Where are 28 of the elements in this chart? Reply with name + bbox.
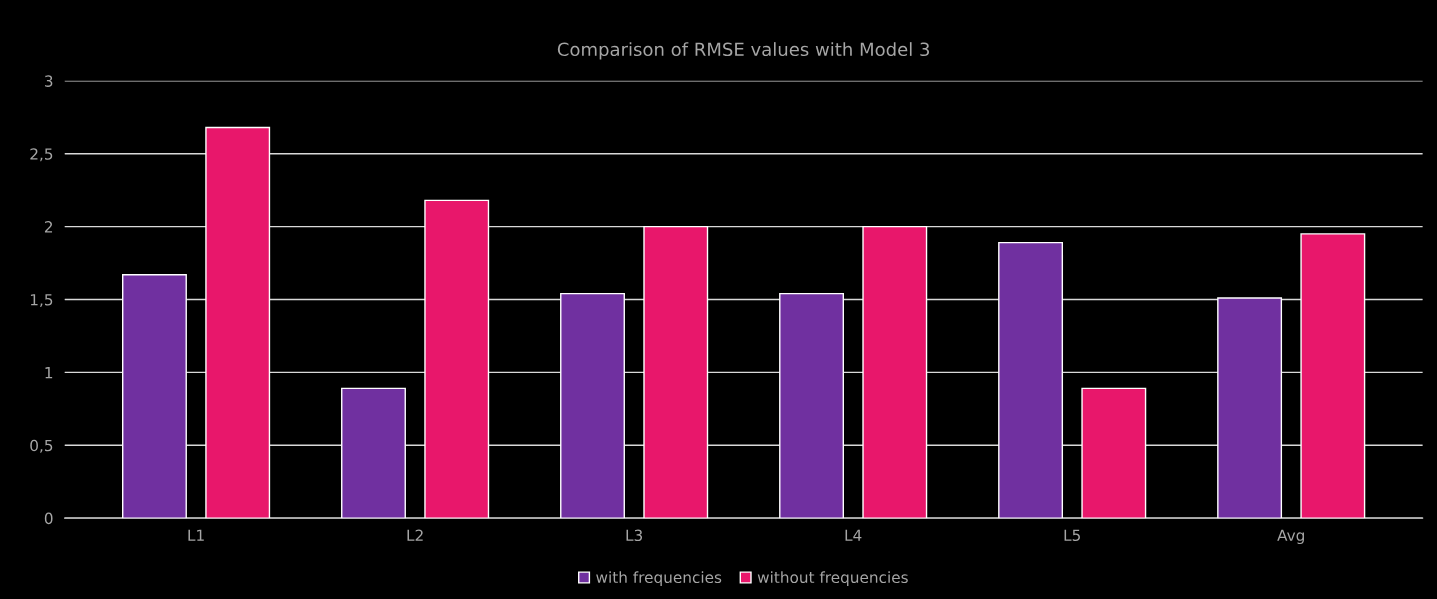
y-tick-label: 0 [44,512,53,525]
y-tick-label: 0,5 [30,439,53,453]
legend-label: without frequencies [757,571,908,587]
x-tick-label: L5 [1064,529,1080,542]
y-tick-label: 2,5 [30,148,53,162]
bar [1300,233,1366,519]
chart-title: Comparison of RMSE values with Model 3 [557,42,930,60]
bar [998,241,1064,519]
x-tick-label: L3 [626,529,643,542]
legend-label: with frequencies [596,571,722,587]
x-tick-label: L2 [407,529,423,541]
bar [122,274,187,519]
bar [779,292,844,519]
bar [1081,387,1147,519]
y-tick-label: 2 [44,221,53,233]
y-tick-label: 3 [45,75,53,87]
bar [424,199,490,519]
bar [643,225,709,519]
x-tick-label: L4 [845,529,862,541]
y-tick-label: 1,5 [30,294,53,308]
bar [341,387,406,519]
bar [205,126,271,519]
bar [560,292,625,519]
bar [1217,297,1283,519]
y-tick-label: 1 [45,367,53,379]
bar [862,225,928,519]
x-tick-label: L1 [188,529,204,541]
x-tick-label: Avg [1277,529,1304,545]
